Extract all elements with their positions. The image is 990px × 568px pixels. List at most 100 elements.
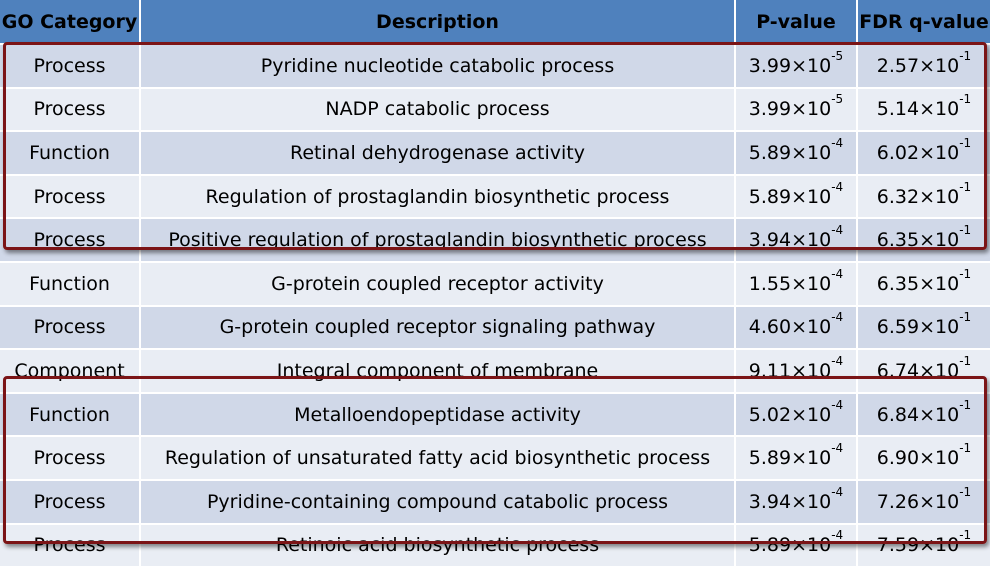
fdr-q-value-text: 6.84 ×10 -1: [876, 398, 971, 426]
times-ten: ×10: [791, 359, 832, 382]
table-row: Process NADP catabolic process 3.99 ×10 -5 5.…: [0, 87, 990, 133]
mantissa: 3.99: [748, 98, 792, 121]
table-row: Process Pyridine-containing compound cata…: [0, 479, 990, 525]
fdr-q-value-text: 5.14 ×10 -1: [876, 92, 971, 121]
description-cell: Pyridine nucleotide catabolic process: [140, 44, 736, 89]
p-value-cell: 4.60 ×10 -4: [735, 305, 858, 351]
mantissa: 5.89: [748, 185, 792, 208]
fdr-q-value-cell: 7.59 ×10 -1: [857, 523, 990, 568]
exponent: -5: [831, 92, 844, 107]
table-row: Function G-protein coupled receptor activ…: [0, 261, 990, 307]
description-cell: Pyridine-containing compound catabolic p…: [140, 479, 736, 525]
exponent: -4: [831, 528, 844, 543]
p-value-cell: 5.02 ×10 -4: [735, 392, 858, 438]
fdr-q-value-cell: 6.90 ×10 -1: [857, 436, 990, 481]
header-description: Description: [140, 0, 736, 45]
p-value-cell: 3.94 ×10 -4: [735, 218, 858, 263]
exponent: -1: [959, 353, 972, 368]
p-value-text: 3.94 ×10 -4: [749, 223, 843, 252]
exponent: -4: [831, 310, 844, 325]
mantissa: 5.89: [748, 534, 792, 557]
times-ten: ×10: [791, 141, 832, 164]
mantissa: 3.99: [748, 54, 792, 77]
times-ten: ×10: [791, 54, 832, 77]
fdr-q-value-cell: 7.26 ×10 -1: [857, 479, 990, 525]
p-value-cell: 3.99 ×10 -5: [735, 44, 858, 89]
p-value-cell: 1.55 ×10 -4: [735, 261, 858, 307]
times-ten: ×10: [919, 490, 960, 513]
exponent: -4: [831, 135, 844, 150]
times-ten: ×10: [919, 447, 960, 470]
mantissa: 5.02: [748, 403, 792, 426]
times-ten: ×10: [919, 534, 960, 557]
description-cell: Retinal dehydrogenase activity: [140, 131, 736, 176]
fdr-q-value-cell: 2.57 ×10 -1: [857, 44, 990, 89]
table-row: Function Retinal dehydrogenase activity 5.…: [0, 131, 990, 176]
times-ten: ×10: [791, 403, 832, 426]
p-value-text: 3.94 ×10 -4: [748, 485, 843, 513]
times-ten: ×10: [791, 229, 832, 252]
mantissa: 3.94: [748, 490, 792, 513]
exponent: -1: [959, 397, 972, 412]
go-category-cell: Process: [0, 218, 141, 263]
description-cell: Retinoic acid biosynthetic process: [140, 523, 736, 568]
times-ten: ×10: [919, 359, 960, 382]
mantissa: 6.84: [876, 403, 920, 426]
mantissa: 6.02: [876, 141, 920, 164]
exponent: -4: [831, 179, 844, 194]
p-value-text: 5.89 ×10 -4: [749, 441, 843, 469]
description-cell: G-protein coupled receptor signaling pat…: [140, 305, 736, 351]
go-category-cell: Process: [0, 174, 141, 220]
mantissa: 6.59: [876, 316, 920, 339]
mantissa: 5.14: [876, 98, 920, 121]
times-ten: ×10: [919, 185, 960, 208]
go-category-cell: Process: [0, 436, 141, 481]
fdr-q-value-text: 6.02 ×10 -1: [876, 136, 971, 164]
mantissa: 9.11: [748, 359, 792, 382]
p-value-cell: 5.89 ×10 -4: [735, 174, 858, 220]
times-ten: ×10: [919, 54, 960, 77]
exponent: -4: [831, 266, 844, 281]
mantissa: 7.26: [876, 490, 920, 513]
fdr-q-value-text: 7.26 ×10 -1: [876, 485, 971, 513]
p-value-text: 5.89 ×10 -4: [748, 180, 843, 208]
mantissa: 6.35: [876, 272, 920, 295]
table-row: Process Positive regulation of prostaglan…: [0, 218, 990, 263]
mantissa: 2.57: [876, 54, 920, 77]
fdr-q-value-cell: 6.84 ×10 -1: [857, 392, 990, 438]
mantissa: 1.55: [748, 272, 792, 295]
fdr-q-value-cell: 6.32 ×10 -1: [857, 174, 990, 220]
exponent: -1: [959, 48, 972, 63]
exponent: -4: [831, 397, 844, 412]
table-row: Process Retinoic acid biosynthetic proces…: [0, 523, 990, 568]
fdr-q-value-cell: 6.74 ×10 -1: [857, 349, 990, 394]
p-value-text: 3.99 ×10 -5: [748, 92, 843, 121]
times-ten: ×10: [791, 272, 832, 295]
exponent: -1: [959, 441, 972, 456]
header-p-value: P-value: [735, 0, 858, 45]
go-category-cell: Function: [0, 131, 141, 176]
go-category-cell: Process: [0, 305, 141, 351]
description-cell: G-protein coupled receptor activity: [140, 261, 736, 307]
go-category-cell: Function: [0, 392, 141, 438]
mantissa: 6.90: [876, 447, 920, 470]
times-ten: ×10: [791, 185, 832, 208]
p-value-cell: 9.11 ×10 -4: [735, 349, 858, 394]
exponent: -4: [831, 353, 844, 368]
p-value-text: 3.99 ×10 -5: [748, 49, 843, 77]
p-value-cell: 3.94 ×10 -4: [735, 479, 858, 525]
p-value-text: 9.11 ×10 -4: [748, 354, 843, 382]
exponent: -1: [959, 484, 972, 499]
mantissa: 4.60: [748, 316, 792, 339]
fdr-q-value-cell: 6.02 ×10 -1: [857, 131, 990, 176]
exponent: -1: [959, 266, 972, 281]
fdr-q-value-text: 7.59 ×10 -1: [877, 528, 971, 557]
exponent: -4: [831, 484, 844, 499]
times-ten: ×10: [791, 490, 832, 513]
fdr-q-value-cell: 6.59 ×10 -1: [857, 305, 990, 351]
p-value-cell: 5.89 ×10 -4: [735, 436, 858, 481]
exponent: -4: [831, 441, 844, 456]
mantissa: 6.74: [876, 359, 920, 382]
header-go-category: GO Category: [0, 0, 141, 45]
